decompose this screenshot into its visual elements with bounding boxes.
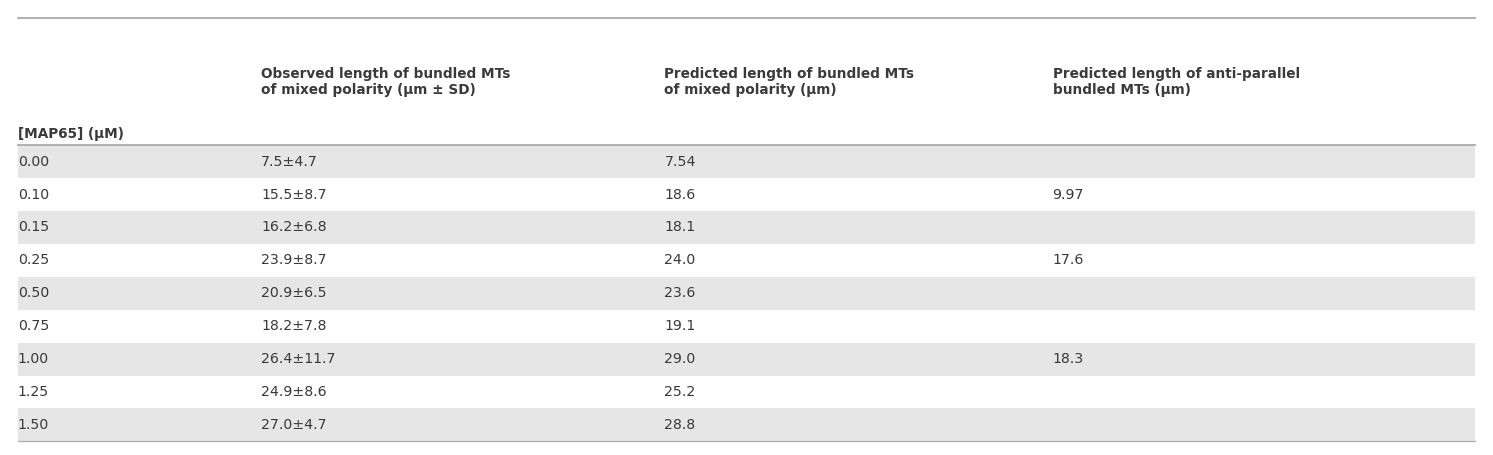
- Text: 0.00: 0.00: [18, 155, 49, 169]
- Text: 0.25: 0.25: [18, 253, 49, 268]
- Text: 15.5±8.7: 15.5±8.7: [261, 187, 327, 202]
- Text: Predicted length of anti-parallel
bundled MTs (μm): Predicted length of anti-parallel bundle…: [1053, 66, 1300, 97]
- Text: 20.9±6.5: 20.9±6.5: [261, 286, 327, 300]
- Text: Observed length of bundled MTs
of mixed polarity (μm ± SD): Observed length of bundled MTs of mixed …: [261, 66, 511, 97]
- Text: 7.5±4.7: 7.5±4.7: [261, 155, 318, 169]
- Text: 9.97: 9.97: [1053, 187, 1084, 202]
- Text: 7.54: 7.54: [664, 155, 696, 169]
- Bar: [18, 211, 1475, 244]
- Text: 23.9±8.7: 23.9±8.7: [261, 253, 327, 268]
- Text: 0.10: 0.10: [18, 187, 49, 202]
- Text: 1.50: 1.50: [18, 418, 49, 432]
- Text: 23.6: 23.6: [664, 286, 696, 300]
- Text: 18.3: 18.3: [1053, 352, 1084, 366]
- Text: Predicted length of bundled MTs
of mixed polarity (μm): Predicted length of bundled MTs of mixed…: [664, 66, 914, 97]
- Bar: [18, 178, 1475, 211]
- Bar: [18, 277, 1475, 310]
- Text: 24.0: 24.0: [664, 253, 696, 268]
- Text: 27.0±4.7: 27.0±4.7: [261, 418, 327, 432]
- Text: 18.2±7.8: 18.2±7.8: [261, 319, 327, 333]
- Text: 25.2: 25.2: [664, 385, 696, 399]
- Text: 26.4±11.7: 26.4±11.7: [261, 352, 336, 366]
- Text: 16.2±6.8: 16.2±6.8: [261, 220, 327, 234]
- Text: 0.15: 0.15: [18, 220, 49, 234]
- Bar: [18, 409, 1475, 441]
- Text: 1.25: 1.25: [18, 385, 49, 399]
- Text: 18.1: 18.1: [664, 220, 696, 234]
- Text: 17.6: 17.6: [1053, 253, 1084, 268]
- Text: 18.6: 18.6: [664, 187, 696, 202]
- Text: 0.50: 0.50: [18, 286, 49, 300]
- Text: 19.1: 19.1: [664, 319, 696, 333]
- Text: 1.00: 1.00: [18, 352, 49, 366]
- Bar: [18, 145, 1475, 178]
- Bar: [18, 244, 1475, 277]
- Bar: [18, 343, 1475, 375]
- Text: 28.8: 28.8: [664, 418, 696, 432]
- Bar: [18, 310, 1475, 343]
- Text: 29.0: 29.0: [664, 352, 696, 366]
- Text: 24.9±8.6: 24.9±8.6: [261, 385, 327, 399]
- Bar: [18, 375, 1475, 409]
- Text: 0.75: 0.75: [18, 319, 49, 333]
- Text: [MAP65] (μM): [MAP65] (μM): [18, 126, 124, 141]
